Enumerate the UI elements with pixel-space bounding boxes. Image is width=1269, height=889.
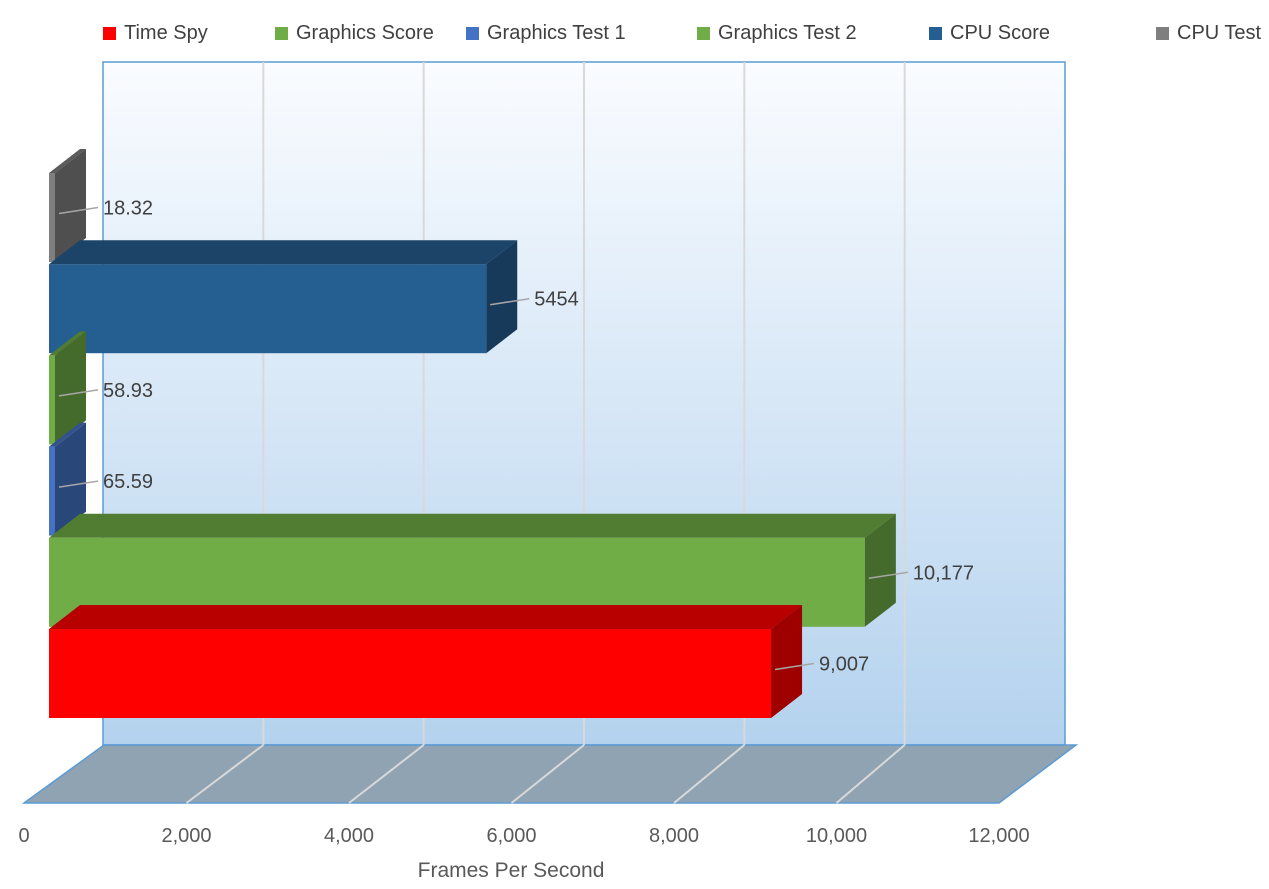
legend: Time Spy Graphics Score Graphics Test 1 Gra…: [0, 22, 1269, 50]
legend-item: Graphics Score: [275, 22, 434, 45]
legend-item: CPU Test: [1156, 22, 1261, 45]
data-label: 65.59: [103, 471, 153, 493]
legend-label: CPU Score: [950, 22, 1051, 44]
legend-swatch: [1156, 27, 1169, 40]
legend-item: Graphics Test 1: [466, 22, 626, 45]
bar-side: [486, 240, 518, 354]
legend-swatch: [929, 27, 942, 40]
legend-label: Graphics Score: [296, 22, 434, 44]
data-label-leader: [774, 662, 815, 671]
data-label: 10,177: [913, 562, 974, 584]
x-tick-label: 8,000: [649, 825, 699, 847]
legend-label: Graphics Test 1: [487, 22, 626, 44]
data-label: 5454: [534, 289, 579, 311]
data-label: 18.32: [103, 198, 153, 220]
legend-swatch: [275, 27, 288, 40]
data-label: 9,007: [819, 654, 869, 676]
bar-top: [49, 240, 518, 265]
bar-top: [49, 331, 86, 356]
legend-swatch: [697, 27, 710, 40]
bar-cpu-score: [49, 240, 518, 354]
x-tick-label: 12,000: [968, 825, 1029, 847]
bar-front: [49, 264, 487, 354]
data-label-leader: [58, 206, 99, 215]
bar-side: [55, 149, 86, 262]
x-tick-label: 10,000: [806, 825, 867, 847]
legend-item: Time Spy: [103, 22, 208, 45]
bar-top: [49, 422, 86, 447]
data-label-leader: [490, 297, 530, 306]
floor-gridline: [348, 744, 425, 804]
bar-front: [49, 173, 55, 262]
legend-item: CPU Score: [929, 22, 1050, 45]
bar-side: [864, 513, 896, 627]
legend-swatch: [103, 27, 116, 40]
bar-side: [55, 331, 86, 445]
floor-gridline: [835, 744, 906, 804]
bar-top: [49, 513, 896, 538]
floor-gridline: [510, 744, 585, 804]
bar-time-spy: [49, 605, 803, 718]
data-label-leader: [58, 389, 99, 397]
legend-item: Graphics Test 2: [697, 22, 857, 45]
bar-graphics-test-2: [49, 331, 86, 445]
data-label: 58.93: [103, 380, 153, 402]
bar-graphics-test-1: [49, 422, 86, 536]
x-tick-label: 2,000: [161, 825, 211, 847]
legend-label: Time Spy: [124, 22, 208, 44]
bar-top: [49, 149, 86, 173]
bar-side: [55, 422, 86, 536]
legend-label: Graphics Test 2: [718, 22, 857, 44]
x-tick-label: 6,000: [486, 825, 536, 847]
data-label-leader: [868, 571, 908, 580]
floor: [21, 744, 1079, 804]
bar-front: [49, 446, 55, 536]
bar-front: [49, 629, 772, 718]
bar-front: [49, 355, 55, 445]
bar-cpu-test: [49, 149, 86, 262]
x-tick-label: 4,000: [324, 825, 374, 847]
bar-side: [771, 605, 803, 718]
floor-gridline: [673, 744, 745, 804]
legend-swatch: [466, 27, 479, 40]
bar-top: [49, 605, 803, 629]
x-axis-title: Frames Per Second: [418, 859, 605, 882]
data-label-leader: [58, 480, 99, 488]
x-tick-label: 0: [18, 825, 29, 847]
legend-label: CPU Test: [1177, 22, 1262, 44]
floor-gridline: [185, 744, 264, 804]
